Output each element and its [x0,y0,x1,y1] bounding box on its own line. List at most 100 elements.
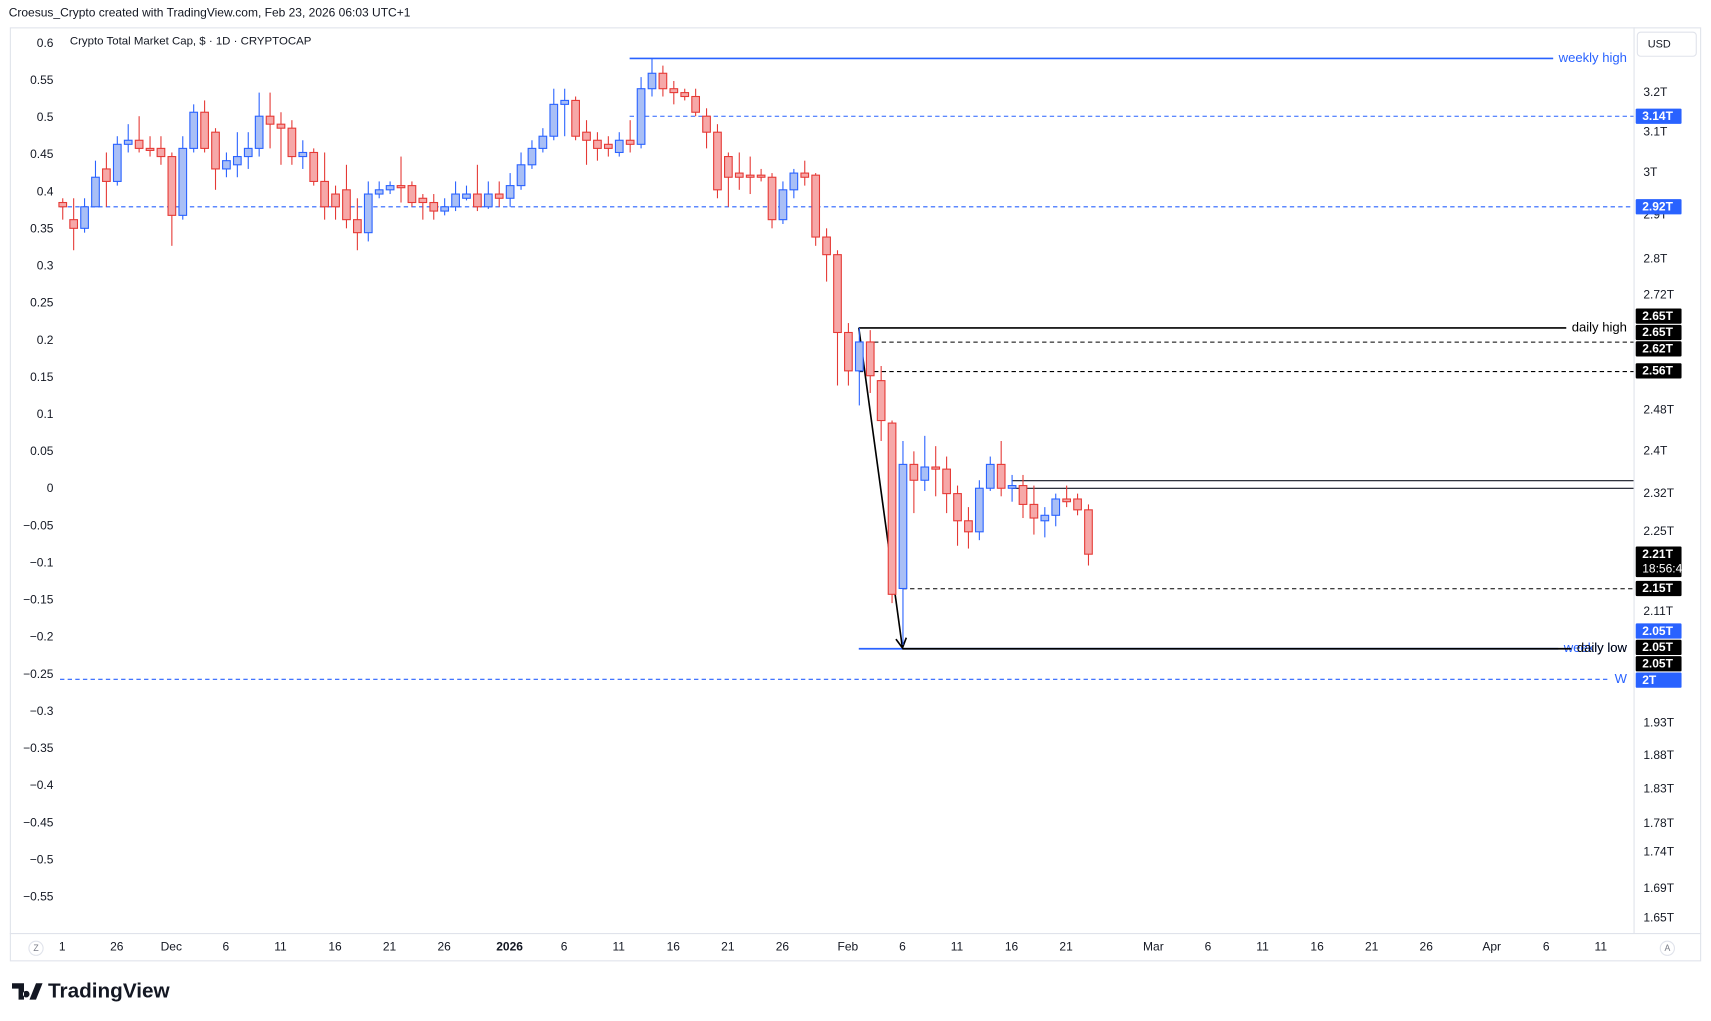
candle-body [789,172,799,191]
candle-body [134,139,144,149]
x-tick-label: 2026 [496,939,523,953]
candle-body [560,99,570,105]
candle-body [396,185,406,189]
level-label: daily high [1572,319,1627,334]
y2-tick-label: −0.05 [23,518,54,532]
candle-body [756,174,766,178]
price-label-box [1635,308,1682,324]
price-label-text: 2.05T [1642,656,1673,670]
y2-tick-label: 0.4 [37,184,54,198]
candle-body [385,185,395,191]
x-tick-label: 11 [1595,939,1608,953]
candle-body [964,520,973,533]
price-label-text: 2.21T [1642,547,1673,561]
candle-body [527,147,537,166]
y-tick-label: 2.32T [1643,486,1674,500]
scale-button-label[interactable]: A [1664,943,1670,953]
candle-body [887,422,897,595]
y2-tick-label: 0.1 [37,407,54,421]
price-label-box [1635,672,1682,688]
y-tick-label: 2.4T [1643,444,1668,458]
y-tick-label: 2.11T [1643,604,1673,618]
candle-body [505,185,515,199]
currency-button[interactable] [1636,31,1697,57]
y2-tick-label: 0.35 [30,221,54,235]
y2-tick-label: 0 [47,481,54,495]
level-label: W [1615,671,1628,686]
y2-tick-label: −0.5 [30,852,54,866]
candle-body [167,156,177,216]
candle-body [724,156,733,178]
y2-tick-label: −0.15 [23,593,54,607]
candle-body [603,143,613,149]
y-tick-label: 3.2T [1643,85,1668,99]
y2-tick-label: −0.25 [23,667,54,681]
price-label-text: 2.92T [1642,200,1673,214]
candle-body [145,147,155,151]
scale-button[interactable] [28,940,44,956]
y2-tick-label: −0.3 [30,704,54,718]
candle-body [582,131,591,141]
x-tick-label: 26 [776,939,790,953]
candle-body [309,151,319,182]
price-label-text: 2.65T [1642,325,1673,339]
price-label-text: 2.62T [1642,342,1673,356]
currency-label[interactable]: USD [1648,39,1671,51]
candle-body [69,219,79,229]
candle-body [331,193,340,208]
y-tick-label: 1.78T [1643,816,1674,830]
x-tick-label: 21 [383,939,397,953]
attribution: Croesus_Crypto created with TradingView.… [9,5,411,19]
candle-body [1029,503,1039,519]
candle-body [953,493,962,522]
candle-body [985,463,995,489]
candle-body [374,189,384,195]
candle-body [1073,498,1082,511]
candle-body [200,111,209,149]
candle-body [920,466,930,481]
x-tick-label: 11 [612,939,625,953]
candle-body [538,135,548,149]
candle-body [854,341,864,372]
y2-tick-label: 0.45 [30,147,54,161]
candle-body [931,466,941,470]
y-tick-label: 2.72T [1643,287,1674,301]
candle-body [549,103,559,137]
candle-body [287,127,297,158]
scale-button[interactable] [1659,940,1675,956]
x-tick-label: 6 [1205,939,1212,953]
y-tick-label: 1.93T [1643,715,1674,729]
candle-body [123,139,133,145]
x-tick-label: 11 [1256,939,1269,953]
candle-body [418,197,428,204]
candle-body [898,463,908,590]
candle-body [593,139,602,149]
price-label-box [1635,639,1682,656]
x-tick-label: 21 [1365,939,1379,953]
price-label-text: 2T [1642,673,1657,687]
y2-tick-label: −0.45 [23,815,54,829]
scale-button-label[interactable]: Z [33,943,39,953]
candle-body [91,176,100,208]
x-tick-label: Apr [1482,939,1501,953]
price-label-box [1635,341,1682,357]
candle-body [647,72,657,90]
candle-body [1007,485,1017,489]
candle-body [822,236,831,256]
price-label-text: 3.14T [1642,109,1673,123]
candle-body [102,168,111,182]
candle-body [1062,498,1072,503]
y2-tick-label: −0.1 [30,555,54,569]
price-label-box [1635,546,1682,578]
candle-body [702,115,711,133]
y2-tick-label: −0.2 [30,630,54,644]
y2-tick-label: 0.55 [30,73,54,87]
candle-body [483,193,493,208]
candle-body [156,147,166,158]
candle-body [713,131,722,191]
candle-body [265,115,275,125]
price-countdown: 18:56:44 [1642,562,1689,576]
y2-tick-label: −0.55 [23,890,54,904]
candle-body [669,88,679,94]
y2-tick-label: −0.4 [30,778,54,792]
